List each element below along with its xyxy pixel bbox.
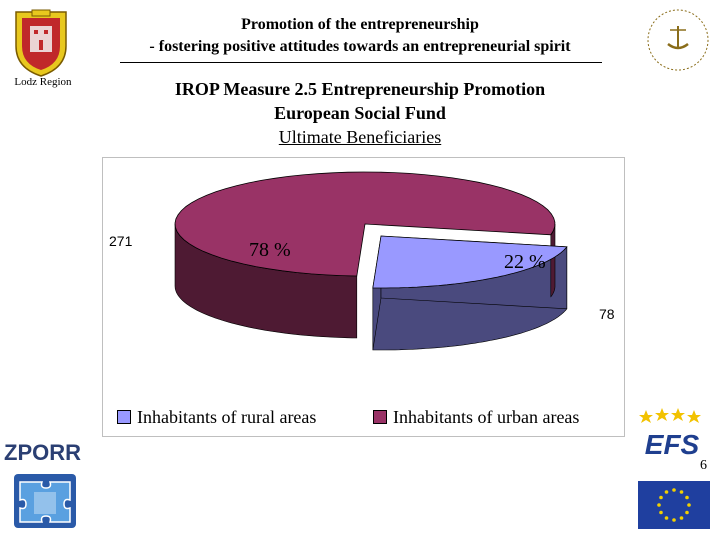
eu-star-icon	[657, 503, 661, 507]
data-label-rural-value: 78	[599, 306, 615, 322]
eu-star-icon	[659, 510, 663, 515]
eu-star-icon	[664, 516, 669, 520]
lodz-region-coat-of-arms-icon	[15, 9, 67, 77]
eu-flag-icon	[638, 481, 710, 529]
eu-star-icon	[659, 495, 663, 500]
zporr-puzzle-logo-icon	[14, 474, 76, 528]
eu-star-icon	[687, 503, 691, 507]
header-title: Promotion of the entrepreneurship - fost…	[110, 14, 610, 58]
slide-title-line-1: IROP Measure 2.5 Entrepreneurship Promot…	[174, 79, 546, 99]
data-label-urban-value: 271	[109, 233, 133, 249]
agency-seal-logo-icon	[647, 9, 709, 71]
eu-star-icon	[685, 510, 689, 515]
legend-swatch	[373, 409, 387, 424]
pie-slice	[372, 235, 568, 289]
page-number: 6	[700, 458, 707, 473]
pie-chart: 271 78 % 22 % 78	[109, 171, 615, 351]
eu-star-icon	[672, 488, 676, 492]
pie-slice-side	[550, 224, 556, 298]
legend-item: Inhabitants of rural areas	[117, 407, 316, 428]
region-label: Lodz Region	[14, 76, 72, 88]
pie-chart-frame: 271 78 % 22 % 78 Inhabitants of rural areas…	[102, 157, 625, 437]
pie-slice	[174, 171, 556, 277]
legend-label: Inhabitants of urban areas	[393, 407, 580, 427]
eu-star-icon	[672, 518, 676, 522]
efs-logo-icon: EFS	[639, 408, 701, 460]
header-title-line-1: Promotion of the entrepreneurship	[241, 16, 479, 33]
header-title-line-2: - fostering positive attitudes towards a…	[149, 38, 571, 55]
legend-item: Inhabitants of urban areas	[373, 407, 579, 428]
efs-logo-text: EFS	[645, 429, 700, 460]
slide-title-line-3: Ultimate Beneficiaries	[278, 127, 442, 147]
zporr-logo-text: ZPORR	[4, 440, 81, 465]
header-divider	[120, 62, 602, 63]
legend-label: Inhabitants of rural areas	[137, 407, 317, 427]
legend-swatch	[117, 409, 131, 424]
eu-star-icon	[679, 490, 684, 494]
eu-star-icon	[679, 516, 684, 520]
eu-star-icon	[685, 495, 689, 500]
slide-title: IROP Measure 2.5 Entrepreneurship Promot…	[110, 77, 610, 149]
eu-star-icon	[664, 490, 669, 494]
percent-label-urban: 78 %	[249, 239, 291, 261]
percent-label-rural: 22 %	[504, 251, 546, 273]
slide-title-line-2: European Social Fund	[274, 103, 446, 123]
chart-legend: Inhabitants of rural areas Inhabitants of…	[103, 403, 624, 433]
